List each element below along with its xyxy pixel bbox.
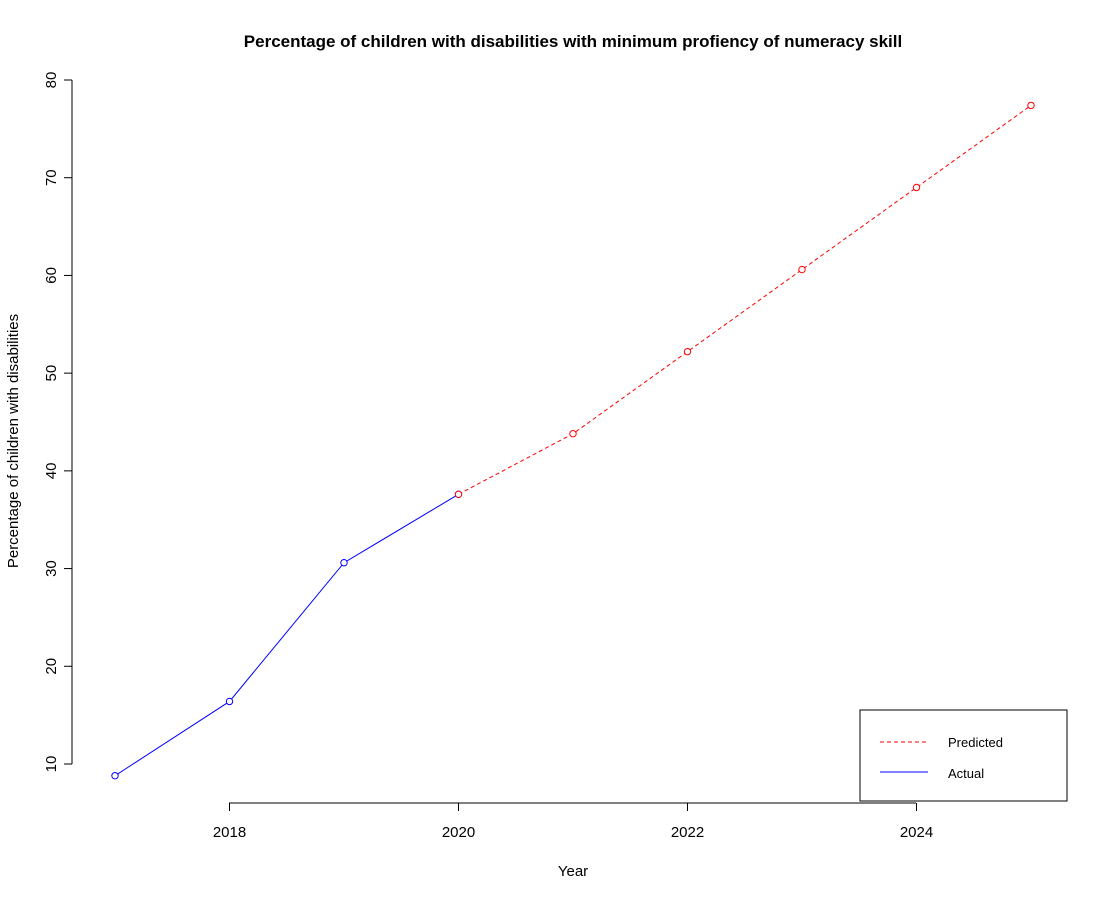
x-axis-label: Year bbox=[558, 863, 588, 880]
y-tick-label: 40 bbox=[43, 463, 60, 480]
series-actual-point bbox=[340, 559, 348, 567]
series-predicted-point bbox=[798, 265, 806, 274]
series-predicted-point bbox=[569, 430, 577, 438]
x-tick-label: 2024 bbox=[900, 824, 933, 841]
series-predicted-point bbox=[683, 347, 692, 356]
y-axis-ticks: 10 20 30 40 50 60 70 80 bbox=[43, 72, 72, 773]
y-tick-label: 70 bbox=[43, 169, 60, 186]
x-tick-label: 2020 bbox=[442, 824, 475, 841]
y-tick-label: 10 bbox=[43, 756, 60, 773]
legend-actual-label: Actual bbox=[948, 766, 984, 781]
series-actual-point bbox=[225, 697, 234, 706]
series-predicted-point bbox=[454, 490, 463, 499]
x-tick-label: 2018 bbox=[213, 824, 246, 841]
series-predicted bbox=[454, 101, 1035, 499]
y-tick-label: 50 bbox=[43, 365, 60, 382]
legend-predicted-label: Predicted bbox=[948, 735, 1003, 750]
y-tick-label: 60 bbox=[43, 267, 60, 284]
x-tick-label: 2022 bbox=[671, 824, 704, 841]
series-predicted-point bbox=[912, 183, 921, 192]
y-tick-label: 30 bbox=[43, 560, 60, 577]
series-actual bbox=[111, 490, 463, 780]
y-axis: 10 20 30 40 50 60 70 80 bbox=[43, 72, 73, 773]
series-predicted-line bbox=[458, 104, 1032, 495]
y-tick-label: 80 bbox=[43, 72, 60, 89]
x-axis-ticks: 2018 2020 2022 2024 bbox=[213, 803, 933, 841]
x-axis: 2018 2020 2022 2024 bbox=[213, 802, 933, 841]
legend-box bbox=[859, 709, 1068, 802]
series-predicted-point bbox=[1027, 101, 1035, 110]
series-layer bbox=[111, 101, 1035, 780]
series-actual-point bbox=[111, 772, 119, 780]
chart-title: Percentage of children with disabilities… bbox=[244, 32, 902, 51]
legend: Predicted Actual bbox=[859, 709, 1068, 802]
y-axis-label: Percentage of children with disabilities bbox=[5, 314, 22, 568]
y-tick-label: 20 bbox=[43, 658, 60, 675]
series-actual-line bbox=[114, 493, 459, 777]
